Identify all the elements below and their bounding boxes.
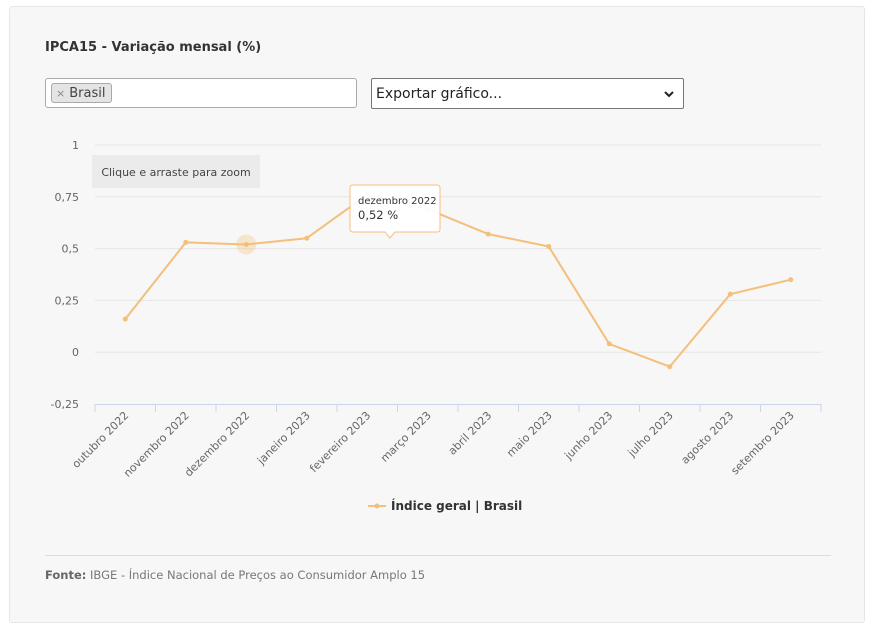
region-chip-label: Brasil (69, 85, 106, 101)
data-point (727, 291, 733, 297)
data-point (243, 241, 249, 247)
x-tick-label: janeiro 2023 (254, 409, 313, 468)
x-tick-label: novembro 2022 (121, 409, 192, 480)
legend-label: Índice geral | Brasil (391, 498, 522, 513)
source-label: Fonte: (45, 568, 87, 582)
remove-chip-icon[interactable]: × (56, 86, 66, 100)
x-tick-label: maio 2023 (504, 409, 555, 460)
y-tick-label: 0,5 (62, 243, 80, 256)
y-tick-label: 0,25 (55, 294, 80, 307)
legend-item[interactable]: Índice geral | Brasil (368, 498, 522, 513)
data-point (485, 231, 491, 237)
export-select-value: Exportar gráfico... (376, 85, 503, 102)
x-tick-label: dezembro 2022 (182, 409, 252, 479)
y-tick-label: 0 (72, 346, 79, 359)
chart-title: IPCA15 - Variação mensal (%) (45, 40, 262, 55)
x-tick-label: abril 2023 (446, 409, 495, 458)
zoom-hint-text: Clique e arraste para zoom (101, 166, 250, 179)
x-tick-label: outubro 2022 (70, 409, 132, 471)
data-point (788, 277, 794, 283)
y-tick-label: 1 (72, 139, 79, 152)
legend-marker-symbol (374, 503, 380, 509)
x-tick-label: julho 2023 (625, 409, 676, 460)
source-text: IBGE - Índice Nacional de Preços ao Cons… (90, 568, 426, 582)
source-note: Fonte: IBGE - Índice Nacional de Preços … (45, 568, 425, 582)
tooltip: dezembro 2022 0,52 % (349, 184, 441, 239)
data-point (606, 341, 612, 347)
export-chart-select[interactable]: Exportar gráfico... (371, 78, 684, 109)
chevron-down-icon (664, 90, 674, 97)
x-tick-label: fevereiro 2023 (307, 409, 373, 475)
y-tick-label: 0,75 (55, 191, 80, 204)
tooltip-title: dezembro 2022 (358, 196, 437, 207)
y-tick-label: -0,25 (51, 398, 79, 411)
data-point (122, 316, 128, 322)
x-tick-label: março 2023 (378, 409, 434, 465)
data-point (667, 364, 673, 370)
region-chip: × Brasil (51, 83, 113, 103)
series-line (124, 193, 791, 368)
x-tick-label: junho 2023 (561, 409, 615, 463)
region-filter-input[interactable]: × Brasil (45, 78, 357, 108)
tooltip-value: 0,52 % (358, 208, 398, 222)
footer-divider (45, 555, 831, 556)
zoom-hint: Clique e arraste para zoom (92, 155, 260, 188)
data-point (304, 235, 310, 241)
data-point (546, 244, 552, 250)
data-point (183, 239, 189, 245)
x-tick-label: agosto 2023 (679, 409, 737, 467)
x-tick-label: setembro 2023 (728, 409, 796, 477)
